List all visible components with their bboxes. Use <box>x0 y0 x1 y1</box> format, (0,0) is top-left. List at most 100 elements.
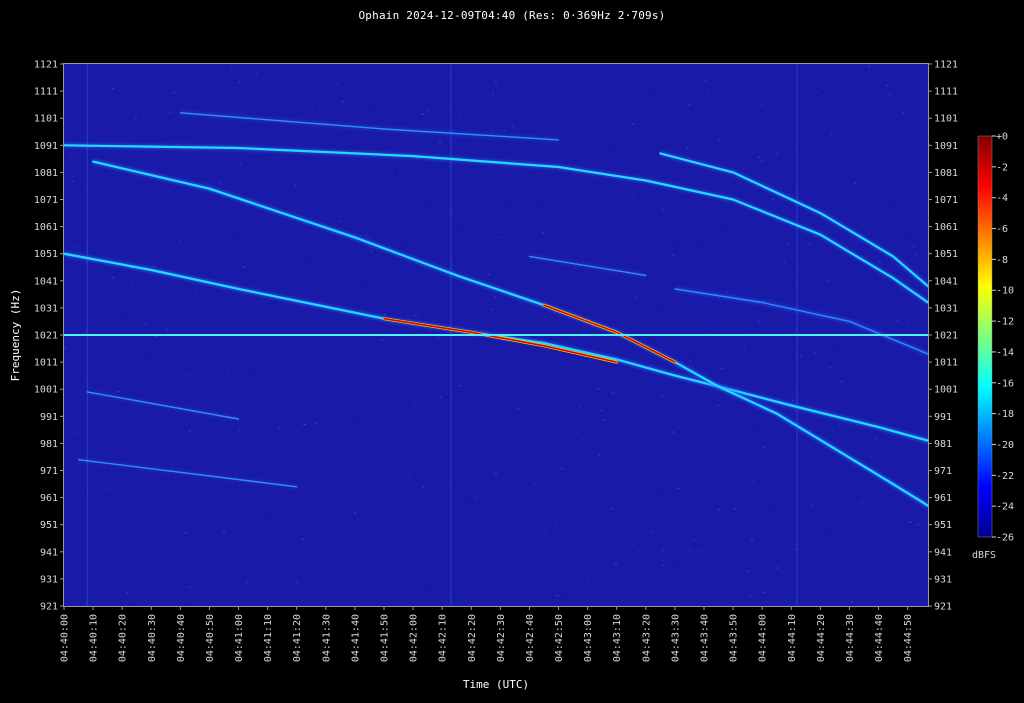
noise-speck <box>96 219 99 221</box>
noise-speck <box>873 594 876 596</box>
noise-speck <box>639 304 643 306</box>
colorbar-gradient <box>977 135 993 538</box>
noise-speck <box>240 488 242 490</box>
noise-speck <box>913 572 915 574</box>
noise-speck <box>717 509 720 511</box>
noise-speck <box>751 233 754 235</box>
noise-speck <box>407 583 409 585</box>
noise-speck <box>881 298 883 300</box>
noise-speck <box>571 131 574 133</box>
noise-speck <box>696 138 700 140</box>
noise-speck <box>269 129 271 131</box>
noise-speck <box>591 596 595 598</box>
noise-speck <box>922 175 925 177</box>
noise-speck <box>235 232 239 234</box>
noise-speck <box>754 435 757 437</box>
doppler-trace <box>77 459 298 488</box>
y-tick-label: 971 <box>40 466 58 477</box>
noise-speck <box>703 507 707 509</box>
x-tick-label: 04:42:20 <box>467 614 478 662</box>
noise-speck <box>487 273 490 275</box>
noise-speck <box>452 597 455 599</box>
noise-speck <box>462 206 465 208</box>
noise-speck <box>335 104 339 106</box>
noise-speck <box>892 77 895 79</box>
noise-speck <box>476 147 478 149</box>
x-axis-label: Time (UTC) <box>463 678 529 691</box>
noise-speck <box>492 563 496 565</box>
noise-speck <box>108 379 111 381</box>
noise-speck <box>329 93 333 95</box>
noise-speck <box>401 170 403 172</box>
noise-speck <box>822 90 825 92</box>
noise-speck <box>810 152 813 154</box>
noise-speck <box>662 550 665 552</box>
noise-speck <box>902 147 906 149</box>
noise-speck <box>494 472 498 474</box>
noise-speck <box>915 424 919 426</box>
noise-speck <box>734 164 738 166</box>
noise-speck <box>188 555 192 557</box>
noise-speck <box>662 553 665 555</box>
noise-speck <box>298 576 301 578</box>
noise-speck <box>833 546 836 548</box>
noise-speck <box>121 408 124 410</box>
noise-speck <box>395 241 398 243</box>
noise-speck <box>667 93 670 95</box>
noise-speck <box>865 70 868 72</box>
noise-speck <box>435 162 438 164</box>
noise-speck <box>641 466 644 468</box>
noise-speck <box>306 365 309 367</box>
noise-speck <box>492 94 494 96</box>
noise-speck <box>383 234 385 236</box>
noise-speck <box>718 139 722 141</box>
noise-speck <box>337 389 340 391</box>
y-tick-label-right: 961 <box>934 493 952 504</box>
noise-speck <box>685 147 689 149</box>
noise-speck <box>790 434 794 436</box>
noise-speck <box>69 558 72 560</box>
x-tick-label: 04:44:10 <box>787 614 798 662</box>
noise-speck <box>698 342 702 344</box>
noise-speck <box>808 474 811 476</box>
noise-speck <box>345 176 349 178</box>
noise-speck <box>348 159 351 161</box>
noise-speck <box>414 314 418 316</box>
x-tick-label: 04:41:00 <box>234 614 245 662</box>
noise-speck <box>599 71 601 73</box>
x-tick-label: 04:41:50 <box>380 614 391 662</box>
noise-speck <box>787 244 789 246</box>
y-tick-label-right: 971 <box>934 466 952 477</box>
noise-speck <box>463 515 466 517</box>
chart-title: Ophain 2024-12-09T04:40 (Res: 0·369Hz 2·… <box>358 9 666 22</box>
noise-speck <box>809 417 812 419</box>
noise-speck <box>205 296 207 298</box>
y-tick-label-right: 1121 <box>934 60 958 71</box>
noise-speck <box>619 571 622 573</box>
noise-speck <box>193 434 196 436</box>
noise-speck <box>410 480 413 482</box>
x-tick-label: 04:44:50 <box>903 614 914 662</box>
noise-speck <box>519 360 521 362</box>
noise-speck <box>859 177 862 179</box>
noise-speck <box>156 265 159 267</box>
noise-speck <box>429 302 431 304</box>
noise-speck <box>876 535 879 537</box>
noise-speck <box>785 447 787 449</box>
noise-speck <box>144 323 147 325</box>
noise-speck <box>162 189 165 191</box>
noise-speck <box>122 319 125 321</box>
noise-speck <box>94 290 96 292</box>
noise-speck <box>368 454 370 456</box>
noise-speck <box>500 236 503 238</box>
noise-speck <box>340 583 344 585</box>
noise-speck <box>108 383 111 385</box>
noise-speck <box>849 598 852 600</box>
noise-speck <box>186 239 188 241</box>
noise-speck <box>315 389 317 391</box>
noise-speck <box>882 443 884 445</box>
noise-speck <box>677 487 681 489</box>
noise-speck <box>370 250 373 252</box>
noise-speck <box>544 532 546 534</box>
noise-speck <box>785 440 787 442</box>
